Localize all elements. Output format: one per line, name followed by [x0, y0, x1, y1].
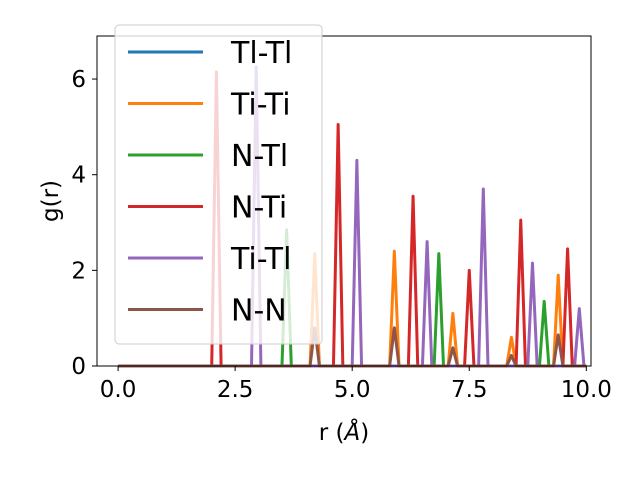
- x-tick-label: 0.0: [100, 377, 137, 403]
- plot-frame: [96, 35, 592, 367]
- legend-label-ti-ti: Ti-Ti: [230, 88, 291, 123]
- legend: Tl-Tl Ti-Ti N-Tl N-Ti Ti-Tl N-N: [114, 24, 323, 345]
- legend-label-n-n: N-N: [231, 294, 287, 329]
- legend-label-n-tl: N-Tl: [231, 139, 288, 174]
- legend-label-tl-tl: Tl-Tl: [230, 36, 292, 71]
- legend-label-n-ti: N-Ti: [231, 191, 287, 226]
- x-tick-label: 2.5: [217, 377, 254, 403]
- y-axis-label: g(r): [38, 180, 64, 222]
- x-tick-label: 7.5: [451, 377, 488, 403]
- x-ticks: 0.0 2.5 5.0 7.5 10.0: [100, 366, 612, 403]
- legend-box: [114, 24, 323, 345]
- legend-label-ti-tl: Ti-Tl: [230, 242, 291, 277]
- y-tick-label: 6: [71, 67, 86, 93]
- y-tick-label: 2: [71, 258, 86, 284]
- axes-layer: [96, 35, 592, 367]
- y-tick-label: 4: [71, 163, 86, 189]
- x-tick-label: 5.0: [334, 377, 371, 403]
- x-tick-label: 10.0: [561, 377, 612, 403]
- series-line-n-n: [118, 326, 587, 368]
- y-ticks: 0 2 4 6: [71, 67, 97, 380]
- y-tick-label: 0: [71, 354, 86, 380]
- x-axis-label: r (Å): [319, 418, 369, 446]
